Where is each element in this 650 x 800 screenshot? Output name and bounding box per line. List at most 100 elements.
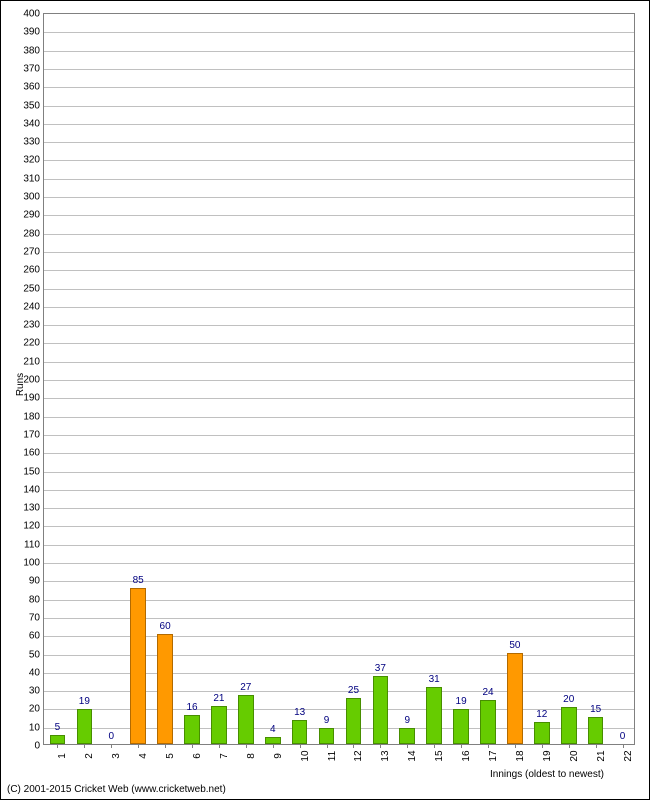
bar <box>292 720 308 744</box>
bar <box>561 707 577 744</box>
bar-value-label: 50 <box>509 640 520 651</box>
x-tick-mark <box>57 744 58 748</box>
x-tick-mark <box>380 744 381 748</box>
bar-value-label: 16 <box>186 702 197 713</box>
y-tick-label: 360 <box>23 82 40 93</box>
gridline <box>44 490 634 491</box>
plot-area: 0102030405060708090100110120130140150160… <box>43 13 635 745</box>
y-tick-label: 220 <box>23 338 40 349</box>
y-tick-label: 230 <box>23 320 40 331</box>
bar <box>373 676 389 744</box>
x-tick-label: 9 <box>273 753 284 759</box>
bar-value-label: 20 <box>563 694 574 705</box>
x-tick-mark <box>461 744 462 748</box>
x-tick-label: 10 <box>300 750 311 761</box>
bar-value-label: 37 <box>375 663 386 674</box>
bar-value-label: 13 <box>294 707 305 718</box>
bar-value-label: 21 <box>213 693 224 704</box>
gridline <box>44 325 634 326</box>
bar-value-label: 9 <box>404 715 410 726</box>
gridline <box>44 142 634 143</box>
x-tick-label: 6 <box>192 753 203 759</box>
x-tick-label: 12 <box>353 750 364 761</box>
y-tick-label: 170 <box>23 429 40 440</box>
gridline <box>44 343 634 344</box>
bar <box>588 717 604 744</box>
y-tick-label: 390 <box>23 27 40 38</box>
y-tick-label: 400 <box>23 9 40 20</box>
x-tick-mark <box>434 744 435 748</box>
y-tick-label: 0 <box>34 741 40 752</box>
x-tick-label: 20 <box>569 750 580 761</box>
x-tick-label: 2 <box>84 753 95 759</box>
y-tick-label: 210 <box>23 356 40 367</box>
chart-container: 0102030405060708090100110120130140150160… <box>0 0 650 800</box>
y-tick-label: 40 <box>29 667 40 678</box>
x-tick-label: 7 <box>219 753 230 759</box>
gridline <box>44 453 634 454</box>
y-tick-label: 240 <box>23 301 40 312</box>
gridline <box>44 252 634 253</box>
bar-value-label: 12 <box>536 709 547 720</box>
bar <box>157 634 173 744</box>
copyright-footer: (C) 2001-2015 Cricket Web (www.cricketwe… <box>7 784 226 795</box>
gridline <box>44 51 634 52</box>
bar-value-label: 15 <box>590 704 601 715</box>
gridline <box>44 69 634 70</box>
y-tick-label: 100 <box>23 558 40 569</box>
y-tick-label: 160 <box>23 448 40 459</box>
x-tick-label: 17 <box>488 750 499 761</box>
gridline <box>44 417 634 418</box>
y-tick-label: 280 <box>23 228 40 239</box>
gridline <box>44 289 634 290</box>
y-tick-label: 110 <box>24 539 40 550</box>
x-tick-mark <box>165 744 166 748</box>
gridline <box>44 472 634 473</box>
x-tick-mark <box>246 744 247 748</box>
x-axis-title: Innings (oldest to newest) <box>490 769 604 780</box>
bar-value-label: 85 <box>133 575 144 586</box>
x-tick-mark <box>138 744 139 748</box>
y-tick-label: 380 <box>23 45 40 56</box>
y-tick-label: 330 <box>23 137 40 148</box>
bar-value-label: 9 <box>324 715 330 726</box>
gridline <box>44 508 634 509</box>
y-tick-label: 120 <box>23 521 40 532</box>
x-tick-mark <box>542 744 543 748</box>
gridline <box>44 87 634 88</box>
y-tick-label: 270 <box>23 246 40 257</box>
y-tick-label: 150 <box>23 466 40 477</box>
y-tick-label: 50 <box>29 649 40 660</box>
y-axis-title: Runs <box>15 373 26 396</box>
gridline <box>44 215 634 216</box>
y-tick-label: 300 <box>23 192 40 203</box>
bar-value-label: 24 <box>482 687 493 698</box>
x-tick-label: 4 <box>138 753 149 759</box>
y-tick-label: 180 <box>23 411 40 422</box>
x-tick-label: 21 <box>596 750 607 761</box>
x-tick-mark <box>300 744 301 748</box>
x-tick-label: 16 <box>461 750 472 761</box>
x-tick-mark <box>596 744 597 748</box>
gridline <box>44 362 634 363</box>
y-tick-label: 30 <box>29 686 40 697</box>
gridline <box>44 307 634 308</box>
x-tick-label: 1 <box>57 753 68 759</box>
y-tick-label: 90 <box>29 576 40 587</box>
y-tick-label: 140 <box>23 484 40 495</box>
x-tick-label: 15 <box>434 750 445 761</box>
bar <box>77 709 93 744</box>
gridline <box>44 106 634 107</box>
bar <box>319 728 335 744</box>
x-tick-mark <box>569 744 570 748</box>
bar <box>238 695 254 744</box>
gridline <box>44 563 634 564</box>
y-tick-label: 80 <box>29 594 40 605</box>
gridline <box>44 526 634 527</box>
y-tick-label: 370 <box>23 63 40 74</box>
gridline <box>44 197 634 198</box>
x-tick-mark <box>488 744 489 748</box>
bar <box>346 698 362 744</box>
x-tick-label: 14 <box>407 750 418 761</box>
gridline <box>44 435 634 436</box>
